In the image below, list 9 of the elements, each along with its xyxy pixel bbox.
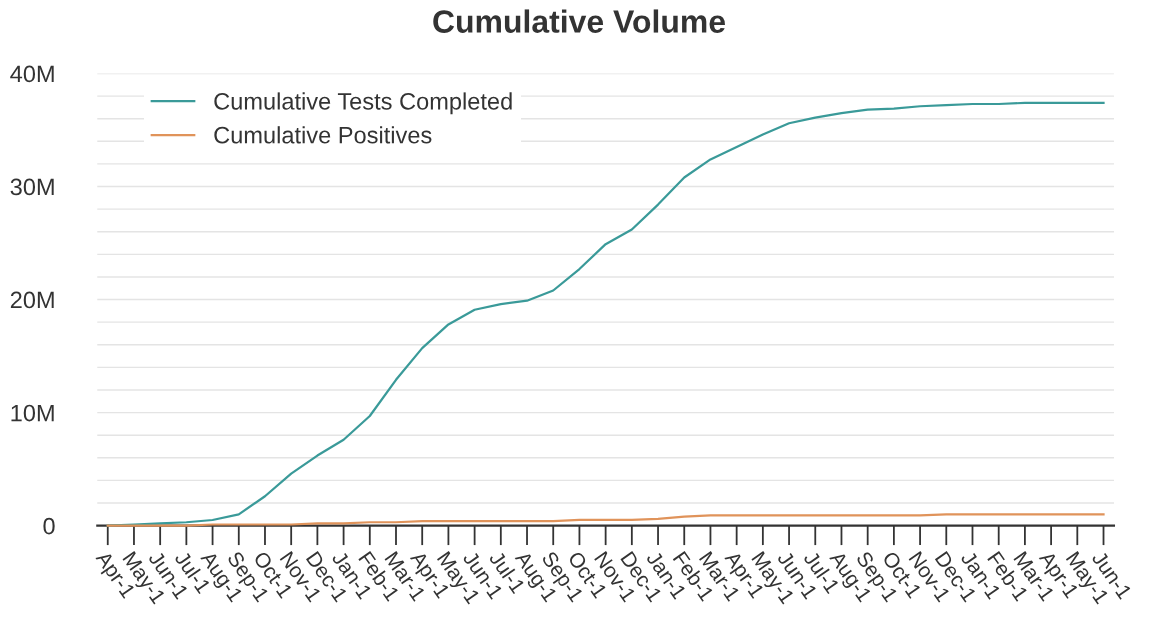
y-tick-label: 20M	[10, 291, 54, 309]
line-series	[106, 513, 1105, 527]
legend-label: Cumulative Positives	[214, 126, 432, 144]
chart-title: Cumulative Volume	[433, 9, 725, 33]
y-tick-label: 0	[43, 517, 55, 535]
y-tick-label: 10M	[11, 404, 54, 422]
y-tick-label: 40M	[10, 65, 54, 83]
y-tick-label: 30M	[10, 178, 54, 196]
legend-label: Cumulative Tests Completed	[214, 92, 512, 115]
